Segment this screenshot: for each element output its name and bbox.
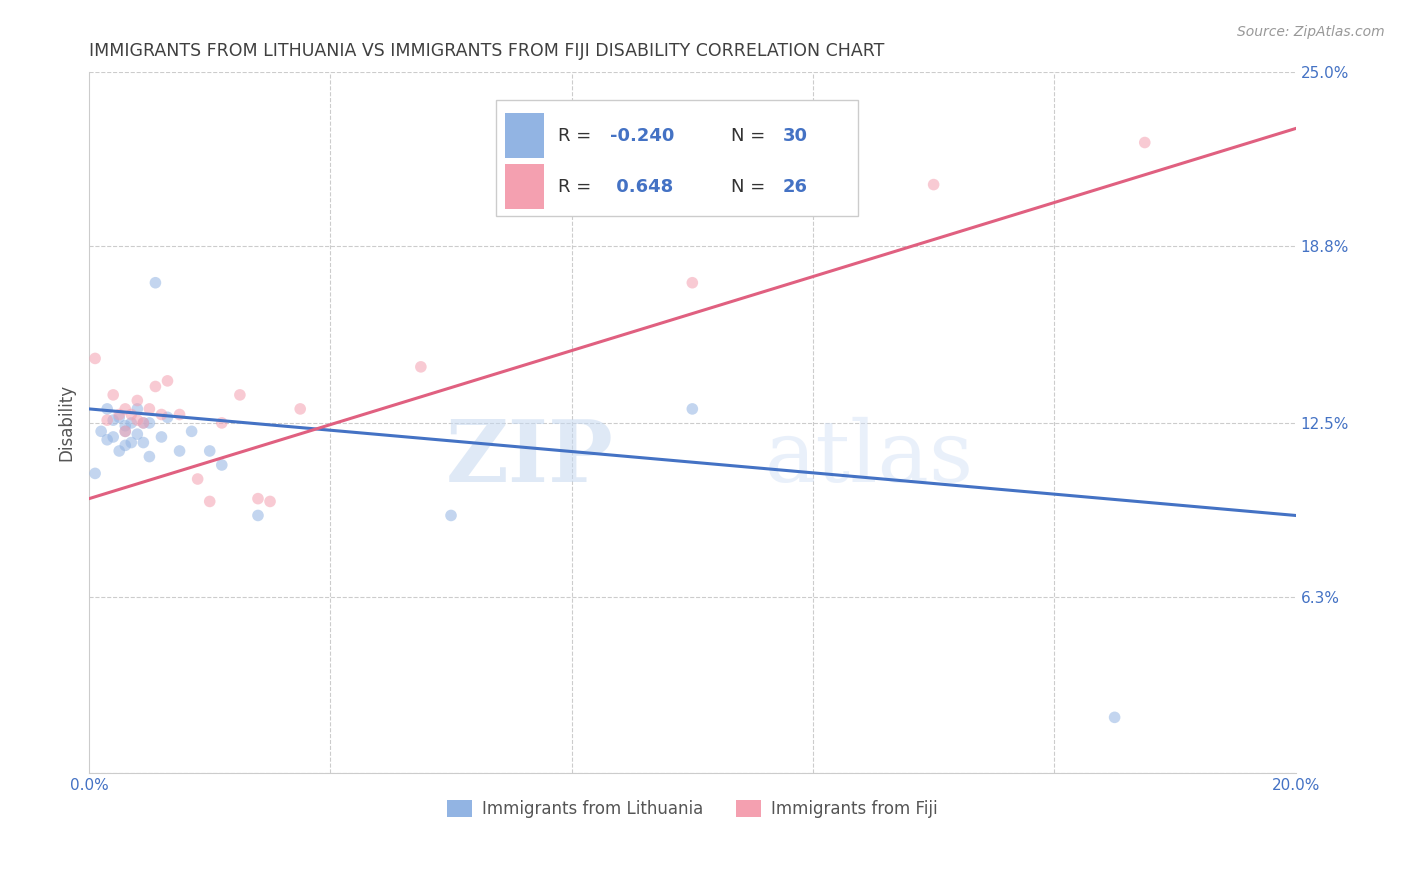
Text: N =: N = (731, 178, 770, 195)
Point (1133, 136, 1156, 150)
Legend: Immigrants from Lithuania, Immigrants from Fiji: Immigrants from Lithuania, Immigrants fr… (440, 793, 945, 825)
Point (1104, 710, 1126, 724)
Point (96, 433, 118, 447)
Point (103, 388, 125, 402)
Point (84, 467, 107, 481)
Point (211, 416, 233, 430)
Point (114, 425, 136, 439)
Point (84, 351, 107, 366)
Point (246, 508, 269, 523)
Point (259, 494, 281, 508)
Point (114, 425, 136, 439)
Point (132, 435, 155, 450)
Point (150, 430, 173, 444)
Point (409, 359, 432, 374)
Text: 30: 30 (783, 127, 808, 145)
Text: 26: 26 (783, 178, 808, 195)
FancyBboxPatch shape (505, 164, 544, 210)
Point (681, 276, 703, 290)
Point (114, 401, 136, 416)
Text: -0.240: -0.240 (610, 127, 675, 145)
Point (103, 430, 125, 444)
Point (114, 438, 136, 452)
Point (127, 427, 149, 442)
Point (120, 435, 142, 450)
Point (138, 401, 160, 416)
Point (108, 444, 131, 458)
Point (108, 410, 131, 425)
Point (145, 379, 167, 393)
Text: 0.648: 0.648 (610, 178, 673, 195)
Point (246, 491, 269, 506)
Point (681, 401, 703, 416)
Point (198, 494, 221, 508)
Point (120, 408, 142, 422)
Point (156, 410, 179, 425)
Point (127, 401, 149, 416)
Text: R =: R = (558, 178, 598, 195)
Y-axis label: Disability: Disability (58, 384, 75, 461)
Point (229, 388, 252, 402)
Point (290, 401, 312, 416)
Text: Source: ZipAtlas.com: Source: ZipAtlas.com (1237, 25, 1385, 39)
Text: N =: N = (731, 127, 770, 145)
FancyBboxPatch shape (496, 101, 858, 216)
Point (108, 408, 131, 422)
Point (114, 418, 136, 433)
Point (90, 425, 112, 439)
Point (96, 413, 118, 427)
Point (132, 416, 155, 430)
Text: IMMIGRANTS FROM LITHUANIA VS IMMIGRANTS FROM FIJI DISABILITY CORRELATION CHART: IMMIGRANTS FROM LITHUANIA VS IMMIGRANTS … (89, 42, 884, 60)
Point (145, 276, 167, 290)
Point (127, 393, 149, 408)
Point (169, 408, 191, 422)
Point (150, 408, 173, 422)
Point (132, 416, 155, 430)
Point (169, 444, 191, 458)
Point (103, 413, 125, 427)
Point (211, 458, 233, 472)
Point (138, 416, 160, 430)
Text: ZIP: ZIP (446, 416, 614, 500)
Point (96, 401, 118, 416)
Text: R =: R = (558, 127, 598, 145)
Point (440, 508, 463, 523)
Text: atlas: atlas (765, 417, 974, 500)
Point (120, 416, 142, 430)
Point (127, 413, 149, 427)
Point (156, 374, 179, 388)
Point (138, 450, 160, 464)
Point (922, 178, 945, 192)
FancyBboxPatch shape (505, 112, 544, 158)
Point (180, 425, 202, 439)
Point (187, 472, 209, 486)
Point (198, 444, 221, 458)
